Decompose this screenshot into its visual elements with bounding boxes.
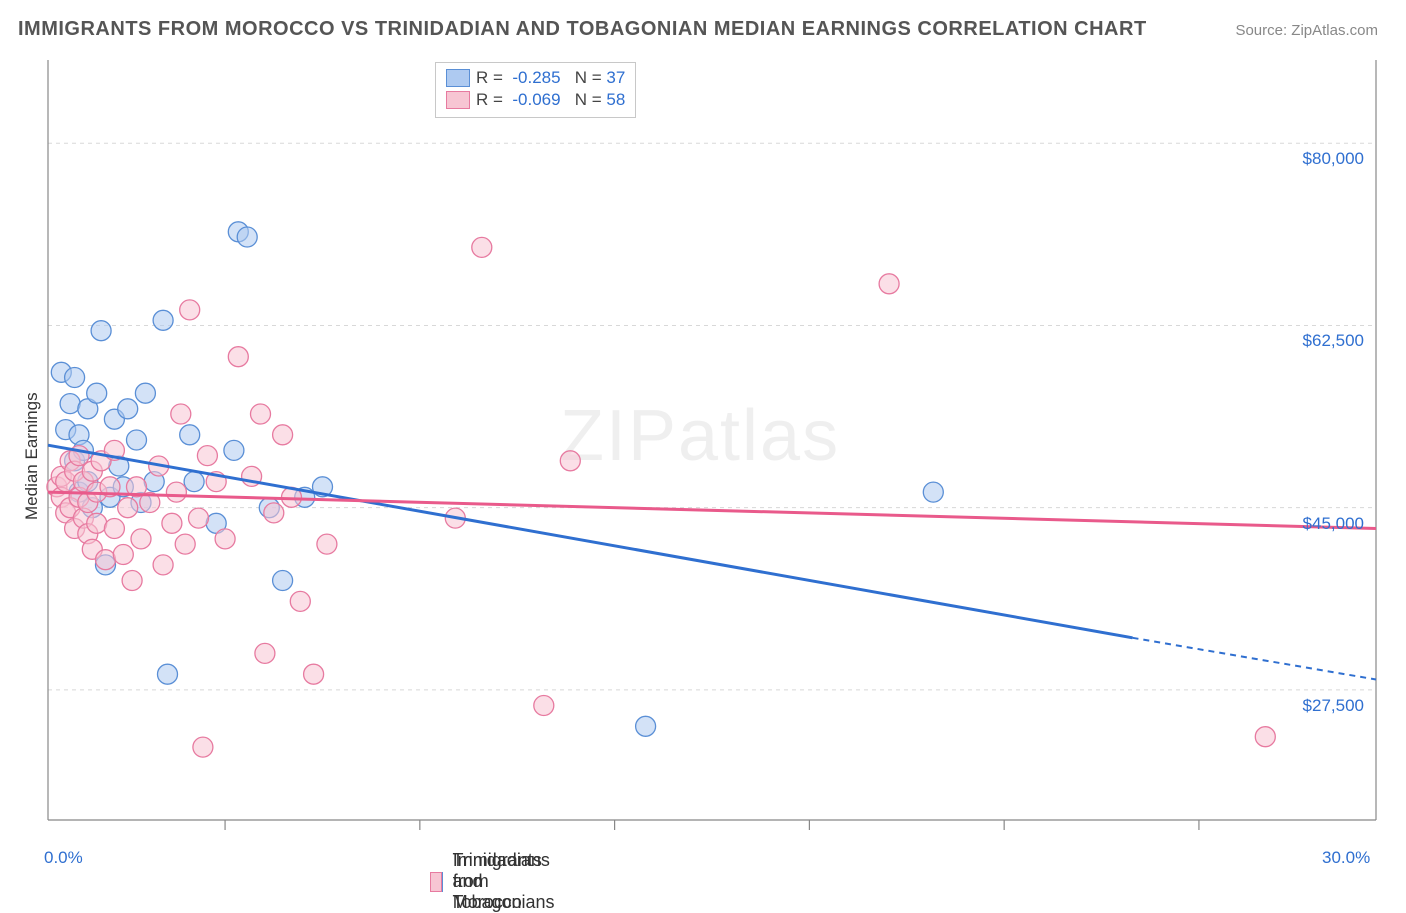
correlation-legend: R = -0.285 N = 37 R = -0.069 N = 58 [435, 62, 636, 118]
y-tick-label: $80,000 [1303, 149, 1364, 169]
legend-swatch [446, 91, 470, 109]
x-min-label: 0.0% [44, 848, 83, 868]
legend-series-item: Trinidadians and Tobagonians [430, 850, 566, 913]
y-tick-label: $62,500 [1303, 331, 1364, 351]
legend-stat: R = -0.285 N = 37 [476, 68, 625, 88]
x-max-label: 30.0% [1322, 848, 1370, 868]
y-tick-label: $27,500 [1303, 696, 1364, 716]
legend-label: Trinidadians and Tobagonians [452, 850, 566, 913]
legend-swatch [430, 872, 442, 892]
y-tick-label: $45,000 [1303, 514, 1364, 534]
scatter-plot [0, 0, 1406, 892]
legend-stat: R = -0.069 N = 58 [476, 90, 625, 110]
legend-swatch [446, 69, 470, 87]
